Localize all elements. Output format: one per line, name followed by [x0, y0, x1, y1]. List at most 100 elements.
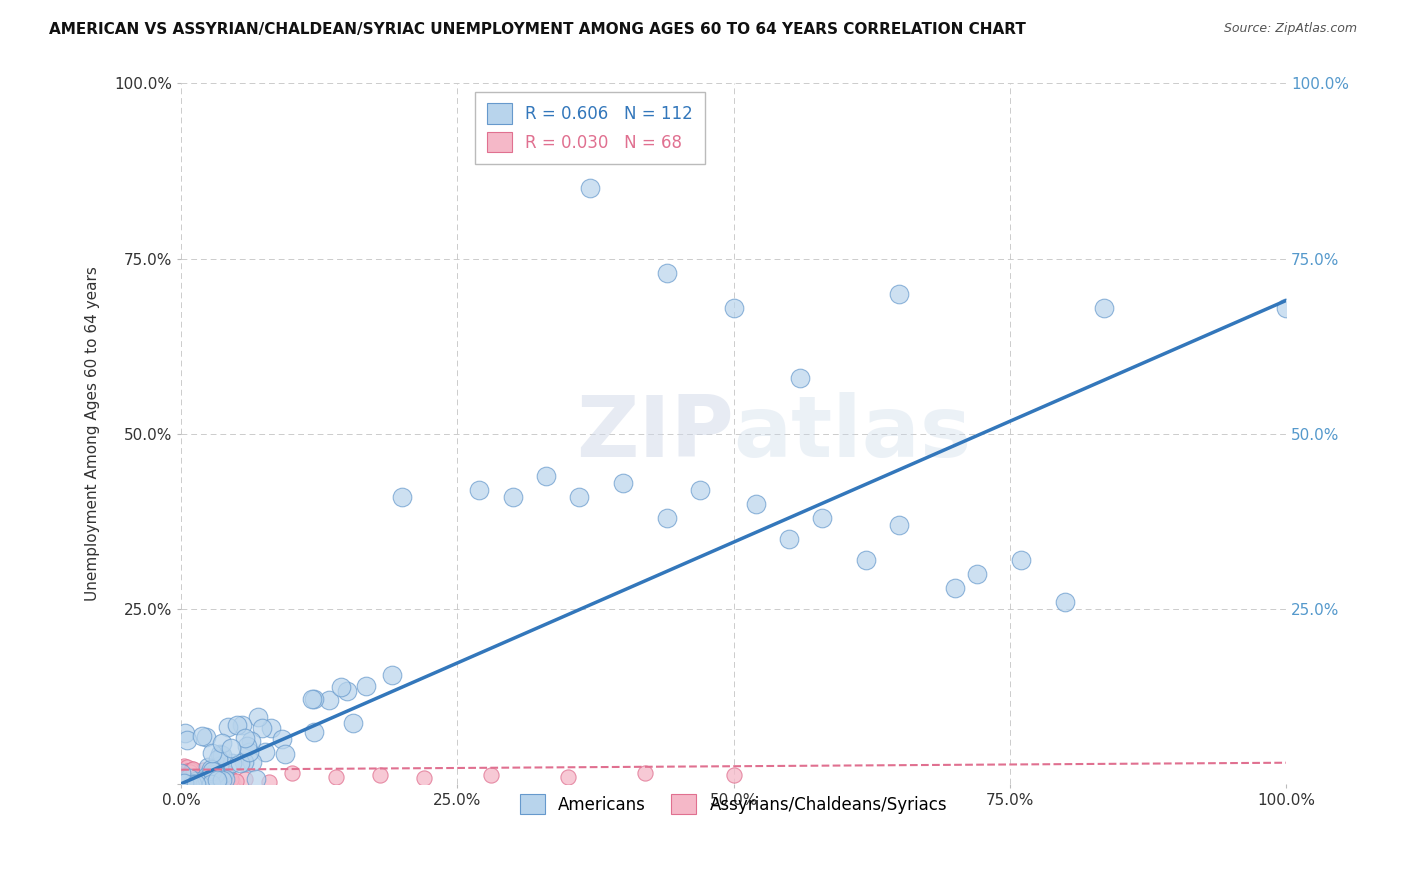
Point — [184, 777, 207, 791]
Point — [194, 774, 217, 789]
Point — [229, 756, 252, 770]
Point — [174, 726, 197, 740]
Point — [176, 768, 198, 782]
Point — [177, 771, 200, 785]
Point — [187, 777, 209, 791]
Point — [180, 770, 202, 784]
Point — [1010, 552, 1032, 566]
Point — [657, 266, 679, 280]
Point — [194, 777, 217, 791]
Point — [176, 733, 198, 747]
Point — [191, 763, 214, 777]
Point — [194, 772, 217, 786]
Point — [193, 772, 215, 786]
Point — [302, 691, 325, 706]
Point — [180, 772, 202, 787]
Point — [233, 731, 256, 745]
Point — [204, 762, 226, 776]
Point — [170, 761, 193, 775]
Point — [204, 767, 226, 781]
Point — [170, 774, 193, 789]
Point — [274, 747, 297, 761]
Point — [356, 679, 378, 693]
Point — [183, 762, 205, 776]
Point — [173, 759, 195, 773]
Point — [170, 773, 193, 788]
Point — [502, 490, 524, 504]
Point — [173, 776, 195, 790]
Point — [225, 717, 247, 731]
Point — [202, 777, 225, 791]
Point — [391, 490, 413, 504]
Point — [179, 775, 201, 789]
Point — [240, 733, 263, 747]
Point — [200, 762, 222, 776]
Point — [204, 765, 226, 780]
Point — [205, 773, 228, 788]
Text: atlas: atlas — [734, 392, 972, 475]
Point — [270, 732, 292, 747]
Point — [612, 475, 634, 490]
Point — [259, 775, 281, 789]
Point — [240, 755, 263, 769]
Point — [177, 771, 200, 785]
Point — [744, 497, 766, 511]
Point — [211, 736, 233, 750]
Point — [238, 745, 260, 759]
Point — [657, 510, 679, 524]
Point — [198, 777, 221, 791]
Point — [176, 776, 198, 790]
Point — [966, 566, 988, 581]
Point — [212, 766, 235, 780]
Text: ZIP: ZIP — [576, 392, 734, 475]
Point — [174, 772, 197, 786]
Point — [689, 483, 711, 497]
Point — [200, 777, 222, 791]
Point — [190, 729, 212, 743]
Point — [217, 720, 239, 734]
Point — [811, 510, 834, 524]
Point — [173, 774, 195, 789]
Point — [302, 725, 325, 739]
Point — [170, 774, 193, 789]
Point — [225, 773, 247, 788]
Point — [181, 777, 204, 791]
Point — [200, 764, 222, 778]
Point — [280, 766, 302, 780]
Y-axis label: Unemployment Among Ages 60 to 64 years: Unemployment Among Ages 60 to 64 years — [86, 266, 100, 601]
Point — [174, 775, 197, 789]
Point — [183, 773, 205, 788]
Point — [194, 774, 217, 789]
Point — [188, 765, 211, 780]
Point — [222, 776, 245, 790]
Point — [198, 776, 221, 790]
Point — [246, 710, 269, 724]
Point — [179, 771, 201, 785]
Point — [195, 730, 218, 744]
Point — [179, 767, 201, 781]
Point — [889, 286, 911, 301]
Point — [634, 766, 657, 780]
Point — [177, 774, 200, 789]
Point — [205, 777, 228, 791]
Point — [208, 747, 231, 761]
Point — [1053, 595, 1076, 609]
Point — [179, 776, 201, 790]
Point — [368, 768, 391, 782]
Point — [221, 756, 243, 770]
Point — [468, 483, 491, 497]
Point — [170, 773, 193, 788]
Point — [723, 301, 745, 315]
Point — [197, 760, 219, 774]
Point — [208, 775, 231, 789]
Point — [211, 764, 233, 779]
Point — [191, 777, 214, 791]
Point — [568, 490, 591, 504]
Point — [855, 552, 877, 566]
Point — [211, 773, 233, 788]
Point — [330, 681, 353, 695]
Point — [172, 768, 194, 782]
Point — [170, 760, 193, 774]
Point — [188, 774, 211, 789]
Point — [245, 772, 267, 786]
